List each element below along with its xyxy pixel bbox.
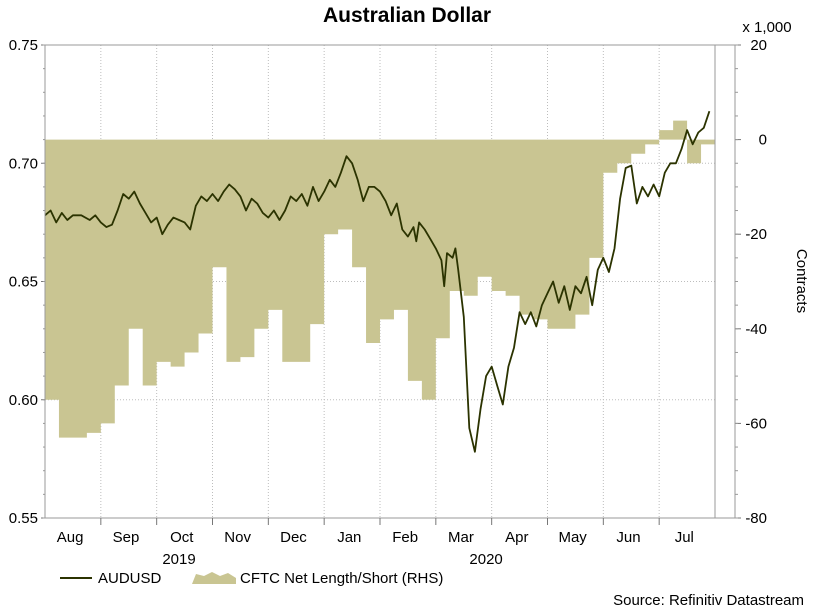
left-tick-label: 0.75 [9,37,38,54]
rhs-axis-label: Contracts [793,249,810,313]
chart-title: Australian Dollar [322,4,492,27]
left-tick-label: 0.70 [9,155,38,172]
right-tick-label: -40 [745,321,767,338]
left-tick-label: 0.55 [9,510,38,527]
cftc-net-position-area [45,120,715,438]
x-year-label: 2020 [469,551,502,568]
x-month-label: Oct [170,529,194,546]
right-tick-label: 20 [750,37,767,54]
x-month-label: Jun [616,529,640,546]
audusd-line [44,110,711,453]
left-tick-label: 0.60 [9,392,38,409]
x-month-label: Nov [224,529,251,546]
x-month-label: Sep [113,529,140,546]
x-month-label: Apr [505,529,528,546]
x-month-label: May [558,529,587,546]
right-tick-label: 0 [759,132,767,149]
source-note: Source: Refinitiv Datastream [613,592,804,609]
right-tick-label: -20 [745,226,767,243]
left-tick-label: 0.65 [9,274,38,291]
legend-area-swatch [192,572,236,584]
x-month-label: Jan [337,529,361,546]
x-month-label: Jul [675,529,694,546]
x-year-label: 2019 [162,551,195,568]
rhs-axis-frame [714,44,736,519]
legend-line-label: AUDUSD [98,570,162,587]
right-tick-label: -60 [745,415,767,432]
legend-area-label: CFTC Net Length/Short (RHS) [240,570,443,587]
x-month-label: Aug [57,529,84,546]
rhs-multiplier-label: x 1,000 [742,19,791,36]
x-month-label: Mar [448,529,474,546]
x-month-label: Feb [392,529,418,546]
x-month-label: Dec [280,529,307,546]
right-tick-label: -80 [745,510,767,527]
